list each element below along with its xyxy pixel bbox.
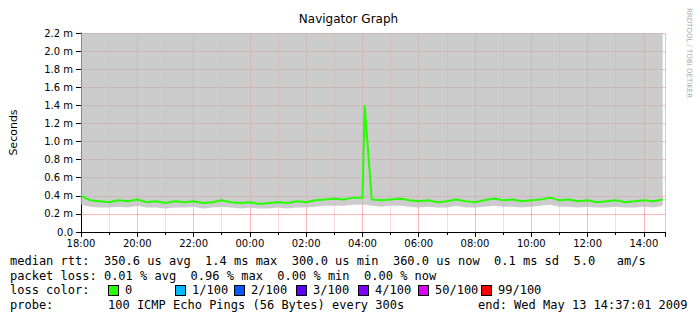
html-text:probe:: probe: [10, 297, 54, 312]
svg-text:1.2 m: 1.2 m [44, 118, 73, 129]
html-text:50/100: 50/100 [435, 283, 479, 297]
svg-text:20:00: 20:00 [123, 238, 152, 249]
svg-text:0.6 m: 0.6 m [44, 172, 73, 183]
html-text:100 ICMP Echo Pings (56 Bytes): 100 ICMP Echo Pings (56 Bytes) every 300… [108, 297, 405, 312]
svg-text:06:00: 06:00 [404, 238, 433, 249]
svg-text:1.0 m: 1.0 m [44, 136, 73, 147]
html-text:end: Wed May 13 14:37:01 2009: end: Wed May 13 14:37:01 2009 [478, 297, 688, 312]
html-text:loss color:: loss color: [10, 283, 90, 297]
svg-text:0.2 m: 0.2 m [44, 208, 73, 219]
svg-text:2.2 m: 2.2 m [44, 28, 73, 39]
svg-text:Navigator Graph: Navigator Graph [299, 12, 398, 26]
svg-text:2.0 m: 2.0 m [44, 46, 73, 57]
svg-text:22:00: 22:00 [179, 238, 208, 249]
svg-text:08:00: 08:00 [461, 238, 490, 249]
svg-text:02:00: 02:00 [292, 238, 321, 249]
svg-text:Seconds: Seconds [7, 109, 20, 155]
svg-text:0.0: 0.0 [57, 227, 73, 238]
html-text:3/100: 3/100 [313, 283, 350, 297]
svg-text:14:00: 14:00 [629, 238, 658, 249]
html-text:2/100: 2/100 [251, 283, 288, 297]
svg-text:0.4 m: 0.4 m [44, 190, 73, 201]
svg-text:10:00: 10:00 [517, 238, 546, 249]
html-text:4/100: 4/100 [375, 283, 412, 297]
svg-text:1.4 m: 1.4 m [44, 100, 73, 111]
html-text:99/100: 99/100 [498, 283, 542, 297]
svg-text:00:00: 00:00 [235, 238, 264, 249]
svg-text:18:00: 18:00 [67, 238, 96, 249]
svg-text:0.8 m: 0.8 m [44, 154, 73, 165]
html-text:median rtt: 350.6 us avg 1.4 m: median rtt: 350.6 us avg 1.4 ms max 300.… [10, 254, 646, 268]
html-text:0: 0 [125, 283, 133, 297]
svg-text:1.6 m: 1.6 m [44, 82, 73, 93]
svg-text:1.8 m: 1.8 m [44, 64, 73, 75]
svg-text:12:00: 12:00 [573, 238, 602, 249]
svg-text:RRDTOOL / TOBI OETIKER: RRDTOOL / TOBI OETIKER [685, 8, 693, 98]
html-text:packet loss: 0.01 % avg 0.96 %: packet loss: 0.01 % avg 0.96 % max 0.00 … [10, 268, 437, 283]
svg-text:04:00: 04:00 [348, 238, 377, 249]
html-text:1/100: 1/100 [192, 283, 229, 297]
